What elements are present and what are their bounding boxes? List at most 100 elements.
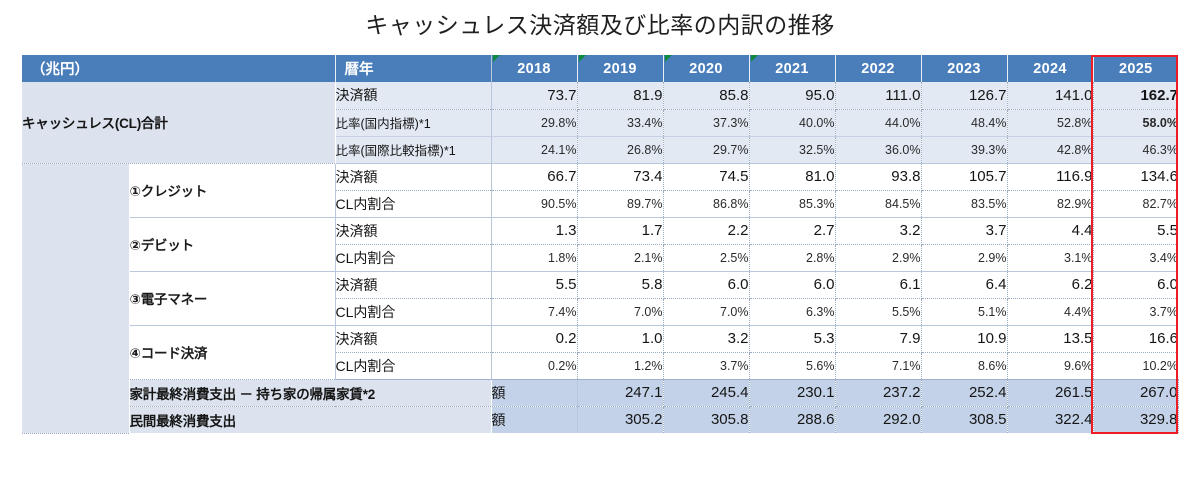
cell-value: 6.2 bbox=[1007, 271, 1094, 299]
cell-value: 39.3% bbox=[921, 136, 1008, 164]
row-metric-label: CL内割合 bbox=[335, 190, 492, 218]
cell-value: 29.7% bbox=[663, 136, 750, 164]
table-header-row: （兆円） 暦年 2018 2019 2020 2021 2022 2023 20… bbox=[22, 55, 1178, 82]
header-year-2024: 2024 bbox=[1007, 55, 1094, 82]
cell-value: 73.4 bbox=[577, 163, 664, 191]
cell-value: 5.6% bbox=[749, 352, 836, 380]
header-year-label: 2019 bbox=[603, 60, 637, 77]
cell-value: 126.7 bbox=[921, 82, 1008, 110]
cell-value: 5.5% bbox=[835, 298, 922, 326]
cell-value: 329.8 bbox=[1093, 406, 1179, 433]
row-subgroup-label-debit: ②デビット bbox=[129, 216, 336, 272]
table-row: CL内割合 90.5% 89.7% 86.8% 85.3% 84.5% 83.5… bbox=[22, 190, 1178, 218]
cell-value: 33.4% bbox=[577, 109, 664, 137]
table-row: ③電子マネー 決済額 5.5 5.8 6.0 6.0 6.1 6.4 6.2 6… bbox=[22, 270, 1178, 326]
cell-value: 36.0% bbox=[835, 136, 922, 164]
cell-value: 252.4 bbox=[921, 379, 1008, 407]
cell-value: 116.9 bbox=[1007, 163, 1094, 191]
cell-value: 37.3% bbox=[663, 109, 750, 137]
header-year-label: 2018 bbox=[517, 60, 551, 77]
cell-value: 4.4 bbox=[1007, 217, 1094, 245]
cell-value: 245.4 bbox=[663, 379, 750, 407]
cell-value: 3.2 bbox=[835, 217, 922, 245]
cell-value: 95.0 bbox=[749, 82, 836, 110]
cell-value: 3.1% bbox=[1007, 244, 1094, 272]
cell-value: 2.9% bbox=[835, 244, 922, 272]
row-subgroup-label-code: ④コード決済 bbox=[129, 324, 336, 380]
comment-indicator-icon bbox=[492, 55, 500, 62]
cell-value: 46.3% bbox=[1093, 136, 1178, 164]
cell-value: 2.1% bbox=[577, 244, 664, 272]
cell-value: 7.1% bbox=[835, 352, 922, 380]
row-metric-label: 決済額 bbox=[335, 325, 492, 353]
cell-value: 66.7 bbox=[491, 163, 578, 191]
comment-indicator-icon bbox=[578, 55, 586, 62]
cell-value: 81.0 bbox=[749, 163, 836, 191]
header-year-label: 2020 bbox=[689, 60, 723, 77]
row-subgroup-label-emoney: ③電子マネー bbox=[129, 270, 336, 326]
cell-value: 44.0% bbox=[835, 109, 922, 137]
cell-value: 2.7 bbox=[749, 217, 836, 245]
cell-value: 13.5 bbox=[1007, 325, 1094, 353]
header-year-2022: 2022 bbox=[835, 55, 922, 82]
header-year-2019: 2019 bbox=[577, 55, 664, 82]
cell-value: 6.0 bbox=[749, 271, 836, 299]
summary-label-private-consumption: 民間最終消費支出 bbox=[129, 406, 492, 433]
cell-value: 93.8 bbox=[835, 163, 922, 191]
cell-value: 90.5% bbox=[491, 190, 578, 218]
cell-value: 73.7 bbox=[491, 82, 578, 110]
cell-value: 322.4 bbox=[1007, 406, 1094, 433]
cell-value: 237.2 bbox=[835, 379, 922, 407]
table-row: CL内割合 1.8% 2.1% 2.5% 2.8% 2.9% 2.9% 3.1%… bbox=[22, 244, 1178, 272]
table-row: ④コード決済 決済額 0.2 1.0 3.2 5.3 7.9 10.9 13.5… bbox=[22, 324, 1178, 380]
row-metric-label: 決済額 bbox=[335, 217, 492, 245]
cell-value: 267.0 bbox=[1093, 379, 1179, 407]
cell-value: 84.5% bbox=[835, 190, 922, 218]
cell-value: 3.7% bbox=[663, 352, 750, 380]
cell-value: 3.2 bbox=[663, 325, 750, 353]
table-row-summary: 民間最終消費支出 額 305.2 305.8 288.6 292.0 308.5… bbox=[22, 406, 1179, 433]
cell-value: 7.0% bbox=[577, 298, 664, 326]
row-metric-label: 決済額 bbox=[335, 271, 492, 299]
table-row: 比率(国内指標)*1 29.8% 33.4% 37.3% 40.0% 44.0%… bbox=[22, 109, 1178, 137]
comment-indicator-icon bbox=[664, 55, 672, 62]
cell-value: 40.0% bbox=[749, 109, 836, 137]
cell-value: 6.1 bbox=[835, 271, 922, 299]
cell-value: 7.9 bbox=[835, 325, 922, 353]
cell-value: 52.8% bbox=[1007, 109, 1094, 137]
cell-value: 2.9% bbox=[921, 244, 1008, 272]
cell-value: 0.2 bbox=[491, 325, 578, 353]
cell-value-highlighted: 162.7 bbox=[1093, 82, 1178, 110]
row-metric-label: 額 bbox=[491, 379, 578, 407]
cell-value: 8.6% bbox=[921, 352, 1008, 380]
cashless-payment-table-container: （兆円） 暦年 2018 2019 2020 2021 2022 2023 20… bbox=[22, 55, 1179, 434]
row-metric-label: CL内割合 bbox=[335, 298, 492, 326]
cell-value: 29.8% bbox=[491, 109, 578, 137]
table-row: キャッシュレス(CL)合計 決済額 73.7 81.9 85.8 95.0 11… bbox=[22, 82, 1178, 164]
cell-value: 305.2 bbox=[577, 406, 664, 433]
header-year-2018: 2018 bbox=[491, 55, 578, 82]
cell-value: 6.0 bbox=[663, 271, 750, 299]
cell-value: 0.2% bbox=[491, 352, 578, 380]
row-metric-label: 額 bbox=[491, 406, 578, 433]
row-group-spacer bbox=[22, 163, 130, 434]
summary-label-household-consumption: 家計最終消費支出 － 持ち家の帰属家賃*2 bbox=[129, 379, 492, 407]
cell-value: 141.0 bbox=[1007, 82, 1094, 110]
cell-value: 24.1% bbox=[491, 136, 578, 164]
page-title: キャッシュレス決済額及び比率の内訳の推移 bbox=[365, 12, 835, 38]
cell-value: 5.1% bbox=[921, 298, 1008, 326]
header-year-2020: 2020 bbox=[663, 55, 750, 82]
cell-value: 261.5 bbox=[1007, 379, 1094, 407]
table-row: CL内割合 0.2% 1.2% 3.7% 5.6% 7.1% 8.6% 9.6%… bbox=[22, 352, 1178, 380]
cell-value: 10.9 bbox=[921, 325, 1008, 353]
header-year-2025: 2025 bbox=[1093, 55, 1178, 82]
cell-value: 3.4% bbox=[1093, 244, 1178, 272]
cell-value: 134.6 bbox=[1093, 163, 1178, 191]
cell-value: 1.3 bbox=[491, 217, 578, 245]
cell-value: 292.0 bbox=[835, 406, 922, 433]
row-metric-label: 比率(国際比較指標)*1 bbox=[335, 136, 492, 164]
table-row-summary: 家計最終消費支出 － 持ち家の帰属家賃*2 額 247.1 245.4 230.… bbox=[22, 379, 1179, 407]
cell-value: 1.0 bbox=[577, 325, 664, 353]
cell-value: 89.7% bbox=[577, 190, 664, 218]
